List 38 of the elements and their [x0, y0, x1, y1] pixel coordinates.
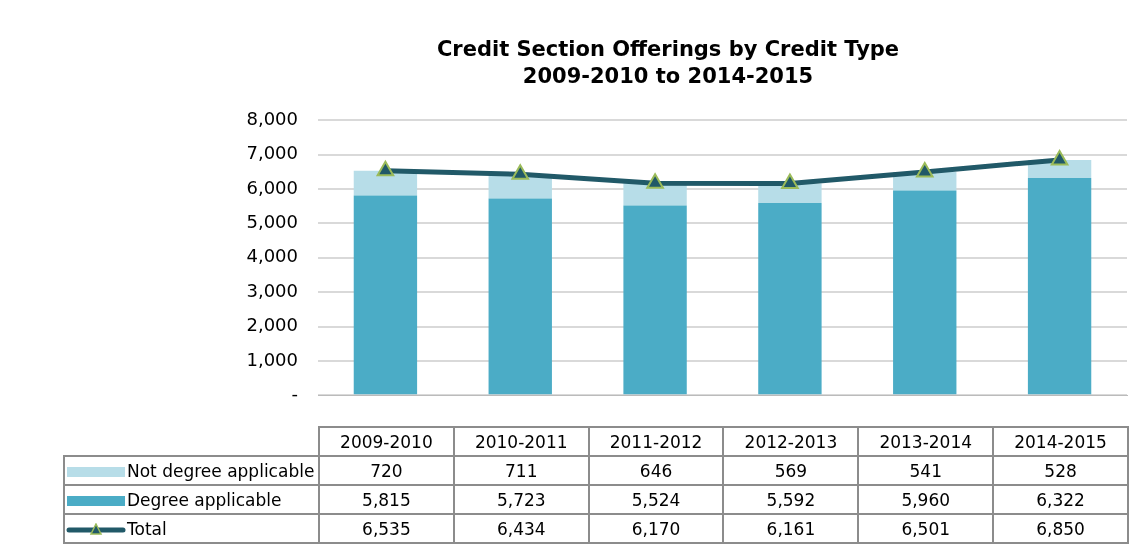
data-label: 5,960 [858, 485, 994, 514]
data-label: 6,322 [993, 485, 1128, 514]
data-label: 528 [993, 456, 1128, 485]
data-label: 646 [588, 456, 724, 485]
legend-label: Degree applicable [127, 489, 282, 510]
data-label: 6,501 [858, 514, 994, 543]
y-tick-label: 4,000 [246, 245, 298, 267]
chart-title: Credit Section Offerings by Credit Type [436, 37, 900, 62]
data-label: 6,170 [588, 514, 724, 543]
y-tick-label: 1,000 [246, 348, 298, 370]
data-label: 5,815 [319, 485, 454, 514]
chart-subtitle: 2009-2010 to 2014-2015 [522, 64, 814, 89]
y-tick-label: 8,000 [246, 108, 298, 130]
legend-label: Total [127, 518, 167, 539]
legend-label: Not degree applicable [127, 460, 315, 481]
x-tick-label: 2009-2010 [319, 427, 454, 456]
data-label: 541 [858, 456, 994, 485]
x-tick-label: 2012-2013 [723, 427, 859, 456]
x-tick-label: 2014-2015 [993, 427, 1128, 456]
x-tick-label: 2011-2012 [588, 427, 724, 456]
data-label: 720 [319, 456, 454, 485]
y-tick-label: 6,000 [246, 176, 298, 198]
data-label: 6,434 [453, 514, 589, 543]
y-tick-label: 2,000 [246, 314, 298, 336]
y-tick-label: - [291, 382, 298, 404]
data-label: 5,592 [723, 485, 859, 514]
data-label: 711 [453, 456, 589, 485]
x-tick-label: 2010-2011 [453, 427, 589, 456]
data-label: 5,723 [453, 485, 589, 514]
data-label: 569 [723, 456, 859, 485]
data-label: 6,535 [319, 514, 454, 543]
y-tick-label: 7,000 [246, 142, 298, 164]
data-label: 5,524 [588, 485, 724, 514]
y-tick-label: 3,000 [246, 279, 298, 301]
x-tick-label: 2013-2014 [858, 427, 994, 456]
data-label: 6,850 [993, 514, 1128, 543]
data-label: 6,161 [723, 514, 859, 543]
y-tick-label: 5,000 [246, 211, 298, 233]
